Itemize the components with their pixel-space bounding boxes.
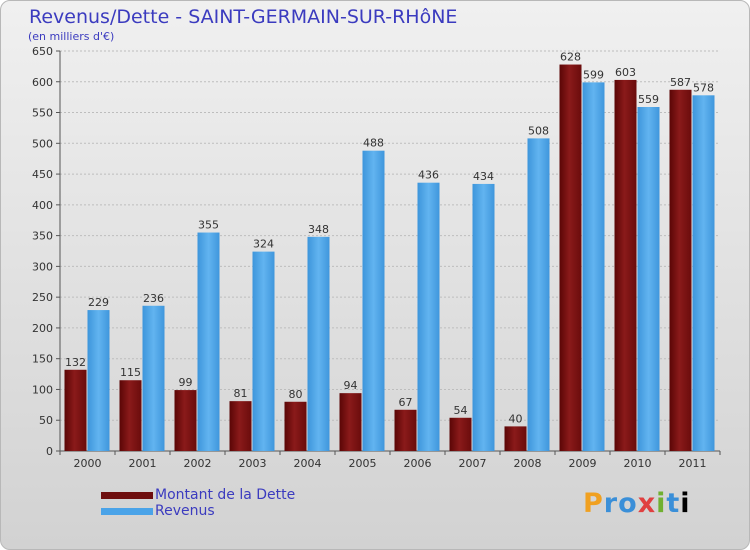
x-tick-label: 2007 <box>459 457 487 470</box>
debt-value-label: 80 <box>289 388 303 401</box>
revenue-bar <box>582 82 605 451</box>
revenue-bar <box>637 107 660 451</box>
debt-bar <box>339 393 362 451</box>
x-tick-label: 2004 <box>294 457 322 470</box>
x-tick-label: 2006 <box>404 457 432 470</box>
revenue-value-label: 355 <box>198 219 219 232</box>
x-tick-label: 2008 <box>514 457 542 470</box>
revenue-value-label: 236 <box>143 292 164 305</box>
debt-value-label: 54 <box>454 404 468 417</box>
legend-swatch-dette <box>101 491 153 499</box>
legend-label-dette: Montant de la Dette <box>155 487 296 503</box>
debt-bar <box>64 369 87 451</box>
revenue-value-label: 508 <box>528 124 549 137</box>
debt-value-label: 94 <box>344 379 358 392</box>
y-tick-label: 600 <box>32 76 53 89</box>
x-tick-label: 2001 <box>129 457 157 470</box>
legend: Montant de la Dette Revenus <box>101 487 295 519</box>
debt-value-label: 81 <box>234 387 248 400</box>
revenue-value-label: 578 <box>693 81 714 94</box>
proxiti-logo: Proxiti <box>583 488 691 519</box>
revenue-bar <box>142 305 165 451</box>
legend-swatch-revenus <box>101 507 153 515</box>
x-tick-label: 2002 <box>184 457 212 470</box>
x-tick-label: 2003 <box>239 457 267 470</box>
debt-value-label: 132 <box>65 356 86 369</box>
revenue-bar <box>307 236 330 451</box>
y-tick-label: 150 <box>32 353 53 366</box>
y-tick-label: 500 <box>32 137 53 150</box>
chart-subtitle: (en milliers d'€) <box>28 30 115 43</box>
revenue-value-label: 559 <box>638 93 659 106</box>
y-tick-label: 650 <box>32 45 53 58</box>
debt-value-label: 115 <box>120 366 141 379</box>
revenue-bar <box>362 150 385 451</box>
revenue-bar <box>692 95 715 452</box>
debt-value-label: 67 <box>399 396 413 409</box>
x-tick-label: 2011 <box>679 457 707 470</box>
revenue-value-label: 599 <box>583 68 604 81</box>
debt-bar <box>504 426 527 451</box>
legend-item-revenus: Revenus <box>101 503 295 519</box>
debt-bar <box>559 64 582 452</box>
revenue-bar <box>197 232 220 451</box>
revenue-value-label: 436 <box>418 169 439 182</box>
revenue-value-label: 229 <box>88 296 109 309</box>
y-tick-label: 100 <box>32 383 53 396</box>
debt-value-label: 40 <box>509 412 523 425</box>
debt-bar <box>229 401 252 451</box>
revenue-value-label: 348 <box>308 223 329 236</box>
x-tick-label: 2005 <box>349 457 377 470</box>
revenue-value-label: 324 <box>253 238 274 251</box>
debt-bar <box>174 390 197 451</box>
y-tick-label: 450 <box>32 168 53 181</box>
revenue-value-label: 434 <box>473 170 494 183</box>
x-tick-label: 2009 <box>569 457 597 470</box>
debt-bar <box>669 89 692 452</box>
debt-value-label: 603 <box>615 66 636 79</box>
debt-bar <box>449 417 472 451</box>
y-tick-label: 550 <box>32 107 53 120</box>
y-tick-label: 0 <box>46 445 53 458</box>
y-tick-label: 400 <box>32 199 53 212</box>
y-tick-label: 350 <box>32 230 53 243</box>
debt-bar <box>119 380 142 451</box>
revenue-value-label: 488 <box>363 137 384 150</box>
legend-item-dette: Montant de la Dette <box>101 487 295 503</box>
debt-value-label: 628 <box>560 51 581 64</box>
y-tick-label: 200 <box>32 322 53 335</box>
y-tick-label: 50 <box>39 414 53 427</box>
x-tick-label: 2000 <box>74 457 102 470</box>
legend-label-revenus: Revenus <box>155 503 215 519</box>
y-tick-label: 300 <box>32 260 53 273</box>
debt-bar <box>394 409 417 451</box>
y-tick-label: 250 <box>32 291 53 304</box>
revenue-bar <box>252 251 275 451</box>
chart-title: Revenus/Dette - SAINT-GERMAIN-SUR-RHôNE <box>29 6 458 28</box>
debt-value-label: 99 <box>179 376 193 389</box>
x-tick-label: 2010 <box>624 457 652 470</box>
revenue-bar <box>472 183 495 451</box>
revenue-bar <box>87 310 110 451</box>
debt-value-label: 587 <box>670 76 691 89</box>
revenue-bar <box>527 138 550 451</box>
debt-bar <box>284 401 307 451</box>
revenue-bar <box>417 182 440 451</box>
debt-bar <box>614 79 637 451</box>
